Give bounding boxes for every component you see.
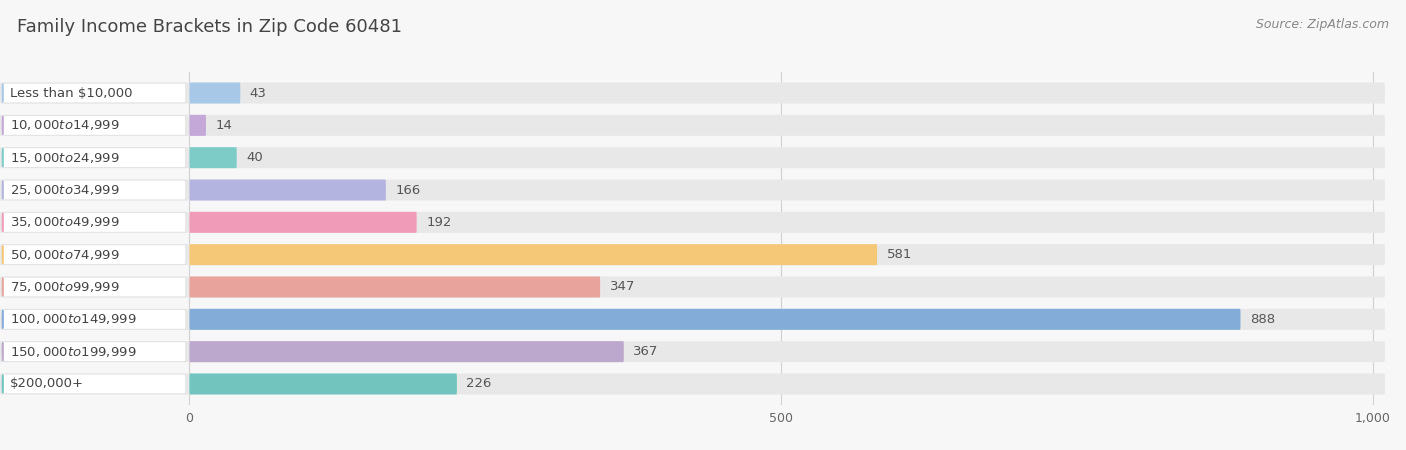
FancyBboxPatch shape xyxy=(190,180,385,201)
FancyBboxPatch shape xyxy=(0,115,1385,136)
FancyBboxPatch shape xyxy=(3,310,186,329)
FancyBboxPatch shape xyxy=(3,342,186,361)
FancyBboxPatch shape xyxy=(0,341,1385,362)
FancyBboxPatch shape xyxy=(3,374,186,394)
FancyBboxPatch shape xyxy=(3,148,186,167)
Text: 226: 226 xyxy=(467,378,492,391)
FancyBboxPatch shape xyxy=(190,309,1240,330)
Text: $15,000 to $24,999: $15,000 to $24,999 xyxy=(10,151,120,165)
FancyBboxPatch shape xyxy=(3,245,186,265)
FancyBboxPatch shape xyxy=(3,83,186,103)
FancyBboxPatch shape xyxy=(0,309,1385,330)
FancyBboxPatch shape xyxy=(190,244,877,265)
FancyBboxPatch shape xyxy=(190,115,205,136)
Text: 192: 192 xyxy=(426,216,451,229)
FancyBboxPatch shape xyxy=(190,374,457,395)
FancyBboxPatch shape xyxy=(3,116,186,135)
FancyBboxPatch shape xyxy=(190,212,416,233)
Text: Family Income Brackets in Zip Code 60481: Family Income Brackets in Zip Code 60481 xyxy=(17,18,402,36)
Text: 367: 367 xyxy=(633,345,658,358)
Text: 347: 347 xyxy=(610,280,636,293)
Text: $50,000 to $74,999: $50,000 to $74,999 xyxy=(10,248,120,261)
FancyBboxPatch shape xyxy=(190,341,624,362)
Text: 166: 166 xyxy=(395,184,420,197)
Text: $150,000 to $199,999: $150,000 to $199,999 xyxy=(10,345,136,359)
FancyBboxPatch shape xyxy=(0,180,1385,201)
FancyBboxPatch shape xyxy=(0,276,1385,297)
FancyBboxPatch shape xyxy=(0,147,1385,168)
FancyBboxPatch shape xyxy=(0,82,1385,104)
Text: 43: 43 xyxy=(250,86,267,99)
Text: $25,000 to $34,999: $25,000 to $34,999 xyxy=(10,183,120,197)
Text: $200,000+: $200,000+ xyxy=(10,378,84,391)
FancyBboxPatch shape xyxy=(190,276,600,297)
Text: $75,000 to $99,999: $75,000 to $99,999 xyxy=(10,280,120,294)
Text: Less than $10,000: Less than $10,000 xyxy=(10,86,132,99)
Text: 888: 888 xyxy=(1250,313,1275,326)
FancyBboxPatch shape xyxy=(0,212,1385,233)
Text: Source: ZipAtlas.com: Source: ZipAtlas.com xyxy=(1256,18,1389,31)
Text: $10,000 to $14,999: $10,000 to $14,999 xyxy=(10,118,120,132)
Text: $100,000 to $149,999: $100,000 to $149,999 xyxy=(10,312,136,326)
FancyBboxPatch shape xyxy=(190,82,240,104)
Text: 14: 14 xyxy=(215,119,232,132)
Text: $35,000 to $49,999: $35,000 to $49,999 xyxy=(10,216,120,230)
FancyBboxPatch shape xyxy=(3,180,186,200)
Text: 40: 40 xyxy=(246,151,263,164)
FancyBboxPatch shape xyxy=(3,212,186,232)
FancyBboxPatch shape xyxy=(3,277,186,297)
FancyBboxPatch shape xyxy=(0,244,1385,265)
Text: 581: 581 xyxy=(887,248,912,261)
FancyBboxPatch shape xyxy=(0,374,1385,395)
FancyBboxPatch shape xyxy=(190,147,236,168)
